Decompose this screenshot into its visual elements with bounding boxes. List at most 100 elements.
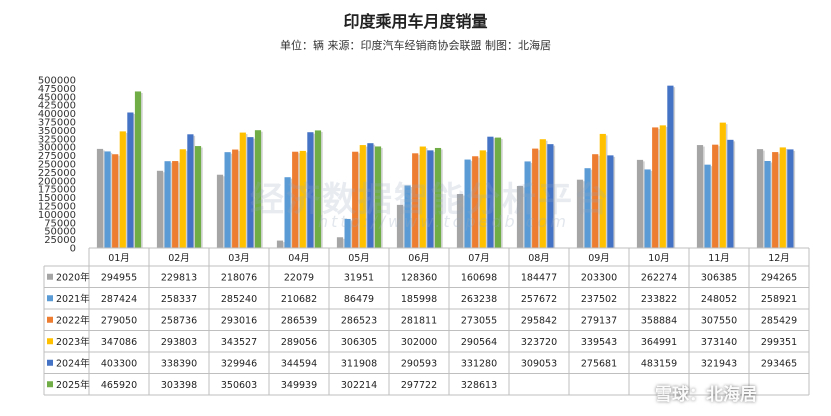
bar-shadow — [321, 131, 323, 248]
watermark-url: http://www.topedb.com — [318, 212, 569, 231]
bar-2023年-03月 — [239, 132, 246, 248]
x-category-label: 09月 — [588, 253, 610, 264]
x-category-label: 01月 — [108, 253, 130, 264]
bar-2024年-02月 — [187, 134, 194, 248]
bar-shadow — [238, 151, 240, 248]
table-cell-value: 286523 — [341, 315, 377, 326]
bar-2025年-01月 — [134, 91, 142, 248]
bar-2023年-08月 — [539, 139, 546, 248]
table-cell-value: 403300 — [101, 358, 137, 369]
bar-shadow — [463, 195, 465, 248]
bar-2021年-01月 — [104, 151, 111, 248]
bar-shadow — [125, 132, 128, 248]
y-tick-label: 175000 — [38, 185, 76, 196]
bar-2024年-11月 — [727, 139, 734, 248]
bar-2020年-11月 — [696, 145, 704, 248]
y-tick-label: 25000 — [44, 235, 76, 246]
bar-2021年-06月 — [404, 185, 411, 248]
bar-shadow — [305, 152, 308, 248]
x-category-label: 02月 — [168, 253, 190, 264]
y-tick-label: 275000 — [38, 151, 76, 162]
bar-2020年-05月 — [336, 237, 344, 248]
bar-shadow — [590, 169, 593, 248]
bar-2024年-03月 — [247, 137, 254, 248]
bar-shadow — [778, 153, 780, 248]
y-tick-label: 125000 — [38, 202, 76, 213]
x-category-label: 05月 — [348, 253, 370, 264]
table-cell-value: 373140 — [701, 337, 737, 348]
table-cell-value: 302214 — [341, 380, 377, 391]
bar-shadow — [478, 157, 480, 248]
bar-2022年-05月 — [352, 151, 359, 248]
bar-shadow — [665, 126, 668, 248]
table-cell-value: 328613 — [461, 380, 497, 391]
bar-shadow — [725, 124, 728, 248]
table-cell-value: 184477 — [521, 272, 557, 283]
bar-2022年-02月 — [172, 161, 179, 248]
bar-2024年-10月 — [667, 85, 674, 249]
table-cell-value: 329946 — [221, 358, 257, 369]
bar-shadow — [433, 151, 436, 248]
bar-2021年-12月 — [764, 161, 771, 248]
table-cell-value: 311908 — [341, 358, 377, 369]
bar-shadow — [673, 87, 676, 249]
bar-shadow — [643, 161, 645, 248]
x-category-label: 11月 — [708, 253, 730, 264]
bar-2023年-12月 — [779, 147, 786, 248]
bar-2021年-04月 — [284, 177, 291, 248]
bar-2025年-04月 — [314, 130, 322, 248]
table-cell-value: 128360 — [401, 272, 437, 283]
bar-2020年-02月 — [156, 170, 164, 248]
bar-2025年-06月 — [434, 147, 442, 248]
table-cell-value: 339543 — [581, 337, 617, 348]
table-cell-value: 358884 — [641, 315, 677, 326]
table-cell-value: 233822 — [641, 294, 677, 305]
table-cell-value: 294955 — [101, 272, 137, 283]
bar-shadow — [425, 148, 428, 248]
bar-shadow — [365, 146, 368, 248]
bar-2024年-06月 — [427, 150, 434, 248]
table-cell-value: 286539 — [281, 315, 317, 326]
x-category-label: 03月 — [228, 253, 250, 264]
table-cell-value: 309053 — [521, 358, 557, 369]
x-category-label: 12月 — [768, 253, 790, 264]
bar-shadow — [523, 187, 525, 248]
bar-shadow — [358, 153, 360, 248]
bar-2025年-03月 — [254, 130, 262, 248]
table-cell-value: 218076 — [221, 272, 257, 283]
table-cell-value: 290564 — [461, 337, 497, 348]
bar-2021年-02月 — [164, 161, 171, 248]
y-tick-label: 250000 — [38, 160, 76, 171]
table-cell-value: 299351 — [761, 337, 797, 348]
table-cell-value: 281811 — [401, 315, 437, 326]
y-tick-label: 100000 — [38, 210, 76, 221]
y-tick-label: 475000 — [38, 84, 76, 95]
table-cell-value: 289056 — [281, 337, 317, 348]
bar-shadow — [470, 161, 473, 248]
table-cell-value: 293016 — [221, 315, 257, 326]
bar-2023年-11月 — [719, 122, 726, 248]
table-cell-value: 257672 — [521, 294, 557, 305]
bar-2020年-03月 — [216, 174, 224, 248]
bar-shadow — [410, 187, 413, 248]
table-cell-value: 160698 — [461, 272, 497, 283]
x-category-label: 10月 — [648, 253, 670, 264]
y-tick-label: 200000 — [38, 176, 76, 187]
table-cell-value: 237502 — [581, 294, 617, 305]
table-cell-value: 285240 — [221, 294, 257, 305]
chart-title: 印度乘用车月度销量 — [343, 12, 488, 31]
bar-shadow — [103, 150, 105, 248]
table-cell-value: 210682 — [281, 294, 317, 305]
bar-shadow — [658, 128, 660, 248]
table-cell-value: 364991 — [641, 337, 677, 348]
y-tick-label: 375000 — [38, 118, 76, 129]
bar-shadow — [170, 162, 173, 248]
table-cell-value: 307550 — [701, 315, 737, 326]
table-cell-value: 22079 — [284, 272, 314, 283]
bar-shadow — [501, 139, 503, 248]
table-cell-value: 287424 — [101, 294, 137, 305]
bar-shadow — [373, 144, 376, 248]
bar-2022年-03月 — [232, 149, 239, 248]
brand-watermark: 雪球：北海居 — [655, 385, 757, 405]
bar-shadow — [245, 134, 248, 248]
